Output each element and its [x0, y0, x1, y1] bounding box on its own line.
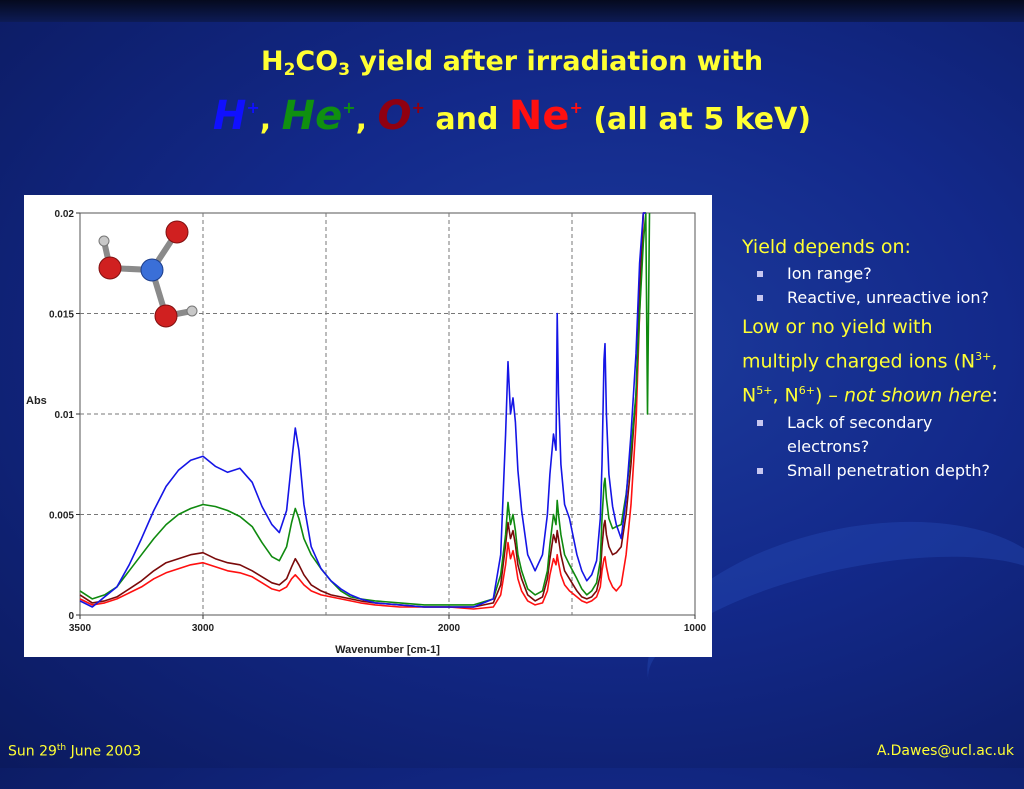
title-h: H: [260, 46, 284, 77]
square-bullet-icon: [757, 419, 763, 426]
y-tick-label: 0.02: [55, 209, 75, 220]
sep-1: ,: [259, 102, 282, 137]
title-line-2: H+, He+, O+ and Ne+ (all at 5 keV): [0, 88, 1024, 140]
title-co: CO: [295, 46, 339, 77]
ion-o: O+: [377, 93, 425, 139]
title-rest: yield after irradiation with: [350, 46, 764, 77]
series-line-o: [79, 212, 646, 608]
title-sub-3: 3: [338, 60, 351, 80]
bullet-head-1: Yield depends on:: [742, 236, 911, 258]
ion-ne: Ne+: [508, 93, 583, 139]
y-tick-label: 0.01: [55, 410, 75, 421]
sep-3: and: [424, 102, 509, 137]
square-bullet-icon: [757, 271, 763, 277]
footer-date: Sun 29th June 2003: [8, 743, 142, 760]
bullet-head-2: Low or no yield with multiply charged io…: [742, 316, 998, 407]
ion-he: He+: [281, 93, 356, 139]
square-bullet-icon: [757, 295, 763, 301]
series-line-h: [79, 212, 646, 608]
sep-2: ,: [355, 102, 378, 137]
series-line-he: [79, 212, 651, 606]
footer-email: A.Dawes@ucl.ac.uk: [876, 743, 1014, 759]
bullet-item-4: Small penetration depth?: [742, 459, 1002, 483]
y-tick-label: 0.005: [49, 511, 74, 522]
series-line-ne: [79, 212, 646, 610]
bullet-item-2: Reactive, unreactive ion?: [742, 286, 1002, 310]
y-axis-label: Abs: [26, 395, 47, 407]
top-bar: [0, 0, 1024, 22]
slide-title: H2CO3 yield after irradiation with H+, H…: [0, 44, 1024, 140]
spectrum-chart: 0 0.005 0.01 0.015 0.02 3500 3000 2000 1000 Waven…: [24, 195, 712, 657]
spectrum-svg: 0 0.005 0.01 0.015 0.02 3500 3000 2000 1000 Waven…: [26, 209, 707, 656]
x-tick-label: 3500: [69, 623, 92, 634]
title-sub-2: 2: [283, 60, 296, 80]
title-tail: (all at 5 keV): [582, 102, 812, 137]
bullet-item-1: Ion range?: [742, 262, 1002, 286]
x-tick-label: 2000: [438, 623, 461, 634]
bullet-item-3: Lack of secondary electrons?: [742, 411, 1002, 459]
square-bullet-icon: [757, 467, 763, 474]
x-tick-label: 3000: [192, 623, 215, 634]
ion-h: H+: [212, 93, 260, 139]
x-axis-label: Wavenumber [cm-1]: [335, 644, 440, 656]
y-tick-label: 0.015: [49, 310, 74, 321]
title-line-1: H2CO3 yield after irradiation with: [0, 44, 1024, 88]
molecule-icon: [98, 220, 198, 328]
bullet-list: Yield depends on: Ion range? Reactive, u…: [742, 232, 1002, 483]
x-tick-label: 1000: [684, 623, 707, 634]
y-tick-label: 0: [68, 611, 74, 622]
